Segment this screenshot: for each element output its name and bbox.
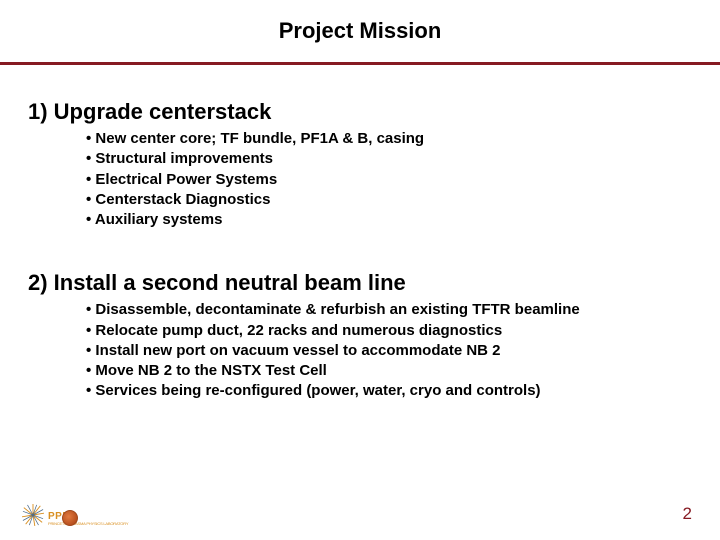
pppl-text-stack: PPPL PRINCETON PLASMA PHYSICS LABORATORY: [48, 512, 128, 526]
section-1-heading: 1) Upgrade centerstack: [28, 99, 692, 125]
page-title: Project Mission: [0, 18, 720, 44]
doe-seal-icon: [62, 510, 78, 526]
section-gap: [28, 230, 692, 270]
bullet-item: • Move NB 2 to the NSTX Test Cell: [86, 361, 662, 381]
bullet-item: • Disassemble, decontaminate & refurbish…: [86, 300, 662, 320]
title-area: Project Mission: [0, 0, 720, 56]
content-area: 1) Upgrade centerstack • New center core…: [0, 65, 720, 402]
page-number: 2: [683, 504, 692, 524]
section-2-bullets: • Disassemble, decontaminate & refurbish…: [28, 300, 692, 401]
bullet-item: • Install new port on vacuum vessel to a…: [86, 341, 662, 361]
bullet-item: • Relocate pump duct, 22 racks and numer…: [86, 321, 662, 341]
bullet-item: • Centerstack Diagnostics: [86, 190, 662, 210]
pppl-sublabel: PRINCETON PLASMA PHYSICS LABORATORY: [48, 522, 128, 526]
section-2: 2) Install a second neutral beam line • …: [28, 270, 692, 401]
bullet-item: • Services being re-configured (power, w…: [86, 381, 662, 401]
section-1-bullets: • New center core; TF bundle, PF1A & B, …: [28, 129, 692, 230]
bullet-item: • Structural improvements: [86, 149, 662, 169]
pppl-burst-icon: [22, 504, 44, 526]
section-1: 1) Upgrade centerstack • New center core…: [28, 99, 692, 230]
bullet-item: • Auxiliary systems: [86, 210, 662, 230]
bullet-item: • Electrical Power Systems: [86, 170, 662, 190]
footer: PPPL PRINCETON PLASMA PHYSICS LABORATORY…: [0, 494, 720, 530]
bullet-item: • New center core; TF bundle, PF1A & B, …: [86, 129, 662, 149]
section-2-heading: 2) Install a second neutral beam line: [28, 270, 692, 296]
